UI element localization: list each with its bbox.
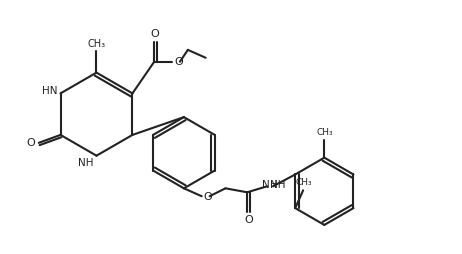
Text: NH: NH — [78, 158, 93, 168]
Text: CH₃: CH₃ — [296, 178, 312, 187]
Text: CH₃: CH₃ — [316, 128, 333, 137]
Text: O: O — [204, 192, 213, 202]
Text: HN: HN — [42, 86, 58, 97]
Text: CH₃: CH₃ — [87, 39, 105, 49]
Text: NH: NH — [270, 180, 286, 190]
Text: O: O — [174, 57, 183, 67]
Text: O: O — [151, 29, 159, 39]
Text: H: H — [270, 180, 277, 190]
Text: O: O — [26, 138, 35, 148]
Text: O: O — [245, 215, 254, 225]
Text: N: N — [262, 180, 270, 190]
